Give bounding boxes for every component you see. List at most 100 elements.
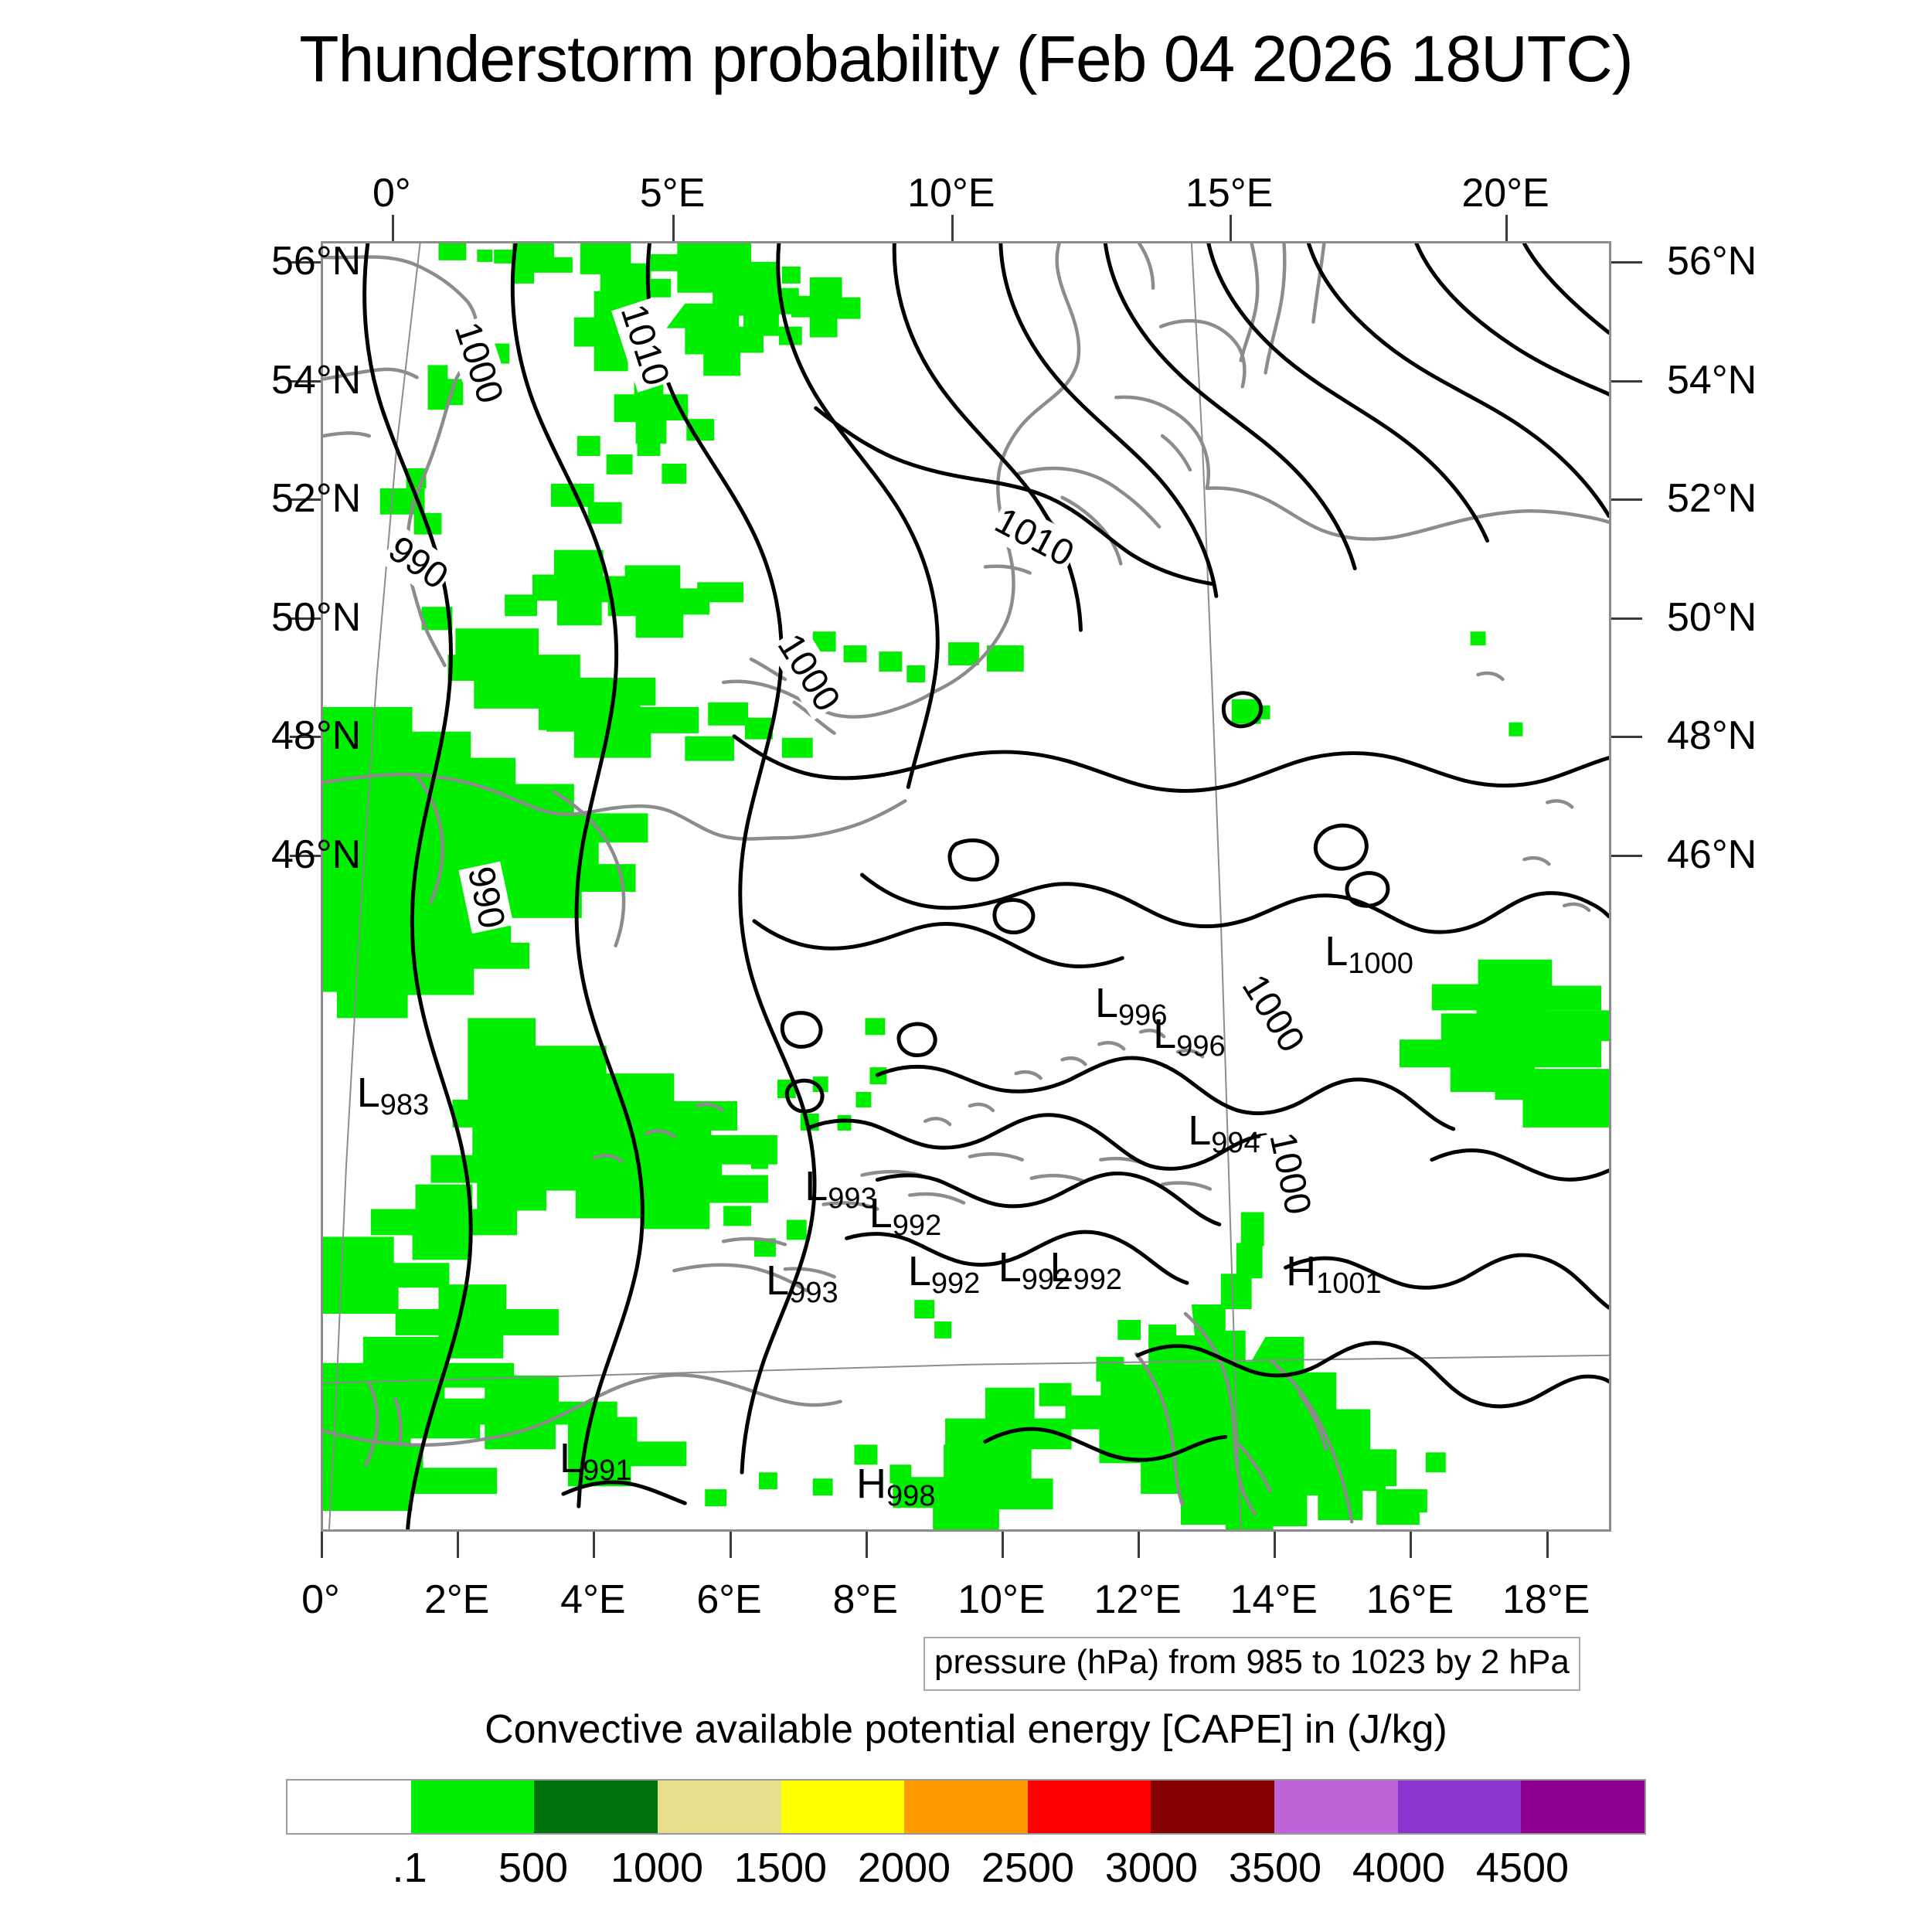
lat-tick-left (290, 617, 321, 620)
pressure-center-label: L993 (804, 1162, 876, 1213)
pressure-center-type: L (559, 1435, 583, 1482)
lon-label-bottom: 16°E (1366, 1577, 1454, 1622)
pressure-center-value: 992 (1073, 1263, 1122, 1296)
pressure-center-label: L992 (907, 1247, 980, 1298)
pressure-center-label: L1000 (1325, 927, 1413, 978)
lon-tick-bottom (321, 1532, 323, 1558)
lon-tick-bottom (1274, 1532, 1277, 1558)
colorbar-swatch-0 (287, 1781, 411, 1833)
map-frame (321, 241, 1611, 1532)
colorbar-swatch-1 (410, 1781, 535, 1833)
lon-label-bottom: 12°E (1094, 1577, 1182, 1622)
colorbar-tick-label: 2500 (981, 1845, 1075, 1891)
colorbar-swatch-9 (1397, 1781, 1522, 1833)
pressure-center-label: L994 (1188, 1107, 1260, 1158)
pressure-center-value: 996 (1118, 998, 1168, 1032)
pressure-center-label: L996 (1153, 1010, 1225, 1061)
lon-tick-bottom (1138, 1532, 1141, 1558)
pressure-center-label: H1001 (1286, 1247, 1382, 1298)
colorbar-tick-label: 3000 (1104, 1845, 1199, 1891)
map-canvas (323, 243, 1609, 1529)
colorbar-tick-label: 4000 (1352, 1845, 1446, 1891)
pressure-center-label: L992 (998, 1243, 1070, 1294)
lon-label-bottom: 14°E (1230, 1577, 1318, 1622)
colorbar-tick-label: 1000 (610, 1845, 704, 1891)
lat-tick-left (290, 736, 321, 739)
pressure-center-type: L (1325, 927, 1349, 975)
pressure-center-value: 994 (1211, 1126, 1260, 1159)
pressure-center-label: L983 (356, 1070, 429, 1120)
lat-tick-right (1611, 498, 1642, 502)
pressure-center-value: 996 (1176, 1029, 1226, 1063)
pressure-center-value: 993 (789, 1276, 838, 1309)
lon-label-bottom: 8°E (832, 1577, 898, 1622)
pressure-center-value: 992 (930, 1267, 981, 1300)
lon-label-top: 20°E (1461, 171, 1549, 216)
lon-tick-top (672, 215, 675, 241)
lat-tick-right (1611, 617, 1642, 620)
colorbar-tick-label: 2000 (857, 1845, 951, 1891)
colorbar-title: Convective available potential energy [C… (485, 1707, 1447, 1752)
pressure-center-type: H (856, 1461, 887, 1508)
pressure-center-type: L (766, 1257, 790, 1304)
lat-tick-right (1611, 736, 1642, 739)
pressure-center-type: L (869, 1189, 893, 1236)
lon-tick-top (1229, 215, 1232, 241)
lon-tick-top (391, 215, 394, 241)
pressure-center-type: L (907, 1247, 931, 1294)
pressure-center-label: L991 (559, 1435, 631, 1485)
pressure-center-type: L (1049, 1243, 1073, 1291)
pressure-center-type: H (1286, 1247, 1317, 1294)
lat-tick-left (290, 260, 321, 264)
lat-tick-left (290, 379, 321, 383)
pressure-center-type: L (1188, 1107, 1212, 1154)
lon-label-top: 10°E (907, 171, 995, 216)
colorbar-tick-label: 3500 (1228, 1845, 1322, 1891)
lon-tick-bottom (593, 1532, 596, 1558)
colorbar-swatch-3 (657, 1781, 781, 1833)
cape-shaded-regions (323, 243, 1609, 1529)
lat-tick-left (290, 855, 321, 858)
pressure-center-label: L996 (1095, 982, 1167, 1030)
lat-tick-right (1611, 855, 1642, 858)
pressure-center-type: L (1153, 1010, 1177, 1057)
lon-label-top: 5°E (639, 171, 706, 216)
pressure-center-value: 983 (379, 1089, 430, 1122)
pressure-center-label: L992 (1049, 1243, 1122, 1294)
pressure-center-value: 998 (886, 1480, 936, 1513)
pressure-center-label: L992 (869, 1189, 941, 1240)
isobar-layer (362, 243, 1609, 1529)
lon-tick-top (1505, 215, 1509, 241)
lat-tick-left (290, 498, 321, 502)
lon-tick-top (951, 215, 954, 241)
lon-label-bottom: 4°E (560, 1577, 626, 1622)
colorbar-swatch-4 (781, 1781, 905, 1833)
colorbar-wrapper: .1 500 1000 1500 2000 2500 3000 3500 4000 4500 (286, 1779, 1646, 1891)
lat-tick-right (1611, 260, 1642, 264)
pressure-center-label: L993 (766, 1257, 838, 1308)
colorbar-tick-label: 500 (498, 1845, 569, 1891)
pressure-center-label: H998 (856, 1461, 935, 1511)
pressure-center-value: 992 (1021, 1263, 1071, 1296)
lon-tick-bottom (457, 1532, 460, 1558)
pressure-center-type: L (804, 1162, 828, 1209)
map-plot-area: 0° 5°E 10°E 15°E 20°E 0° 2°E 4°E 6°E 8°E… (271, 171, 1757, 1622)
lon-label-bottom: 18°E (1502, 1577, 1590, 1622)
colorbar-swatch-5 (904, 1781, 1028, 1833)
pressure-caption: pressure (hPa) from 985 to 1023 by 2 hPa (923, 1637, 1580, 1691)
pressure-center-value: 991 (582, 1454, 632, 1488)
lat-tick-right (1611, 379, 1642, 383)
colorbar-tick-label: .1 (392, 1845, 427, 1891)
lon-label-top: 15°E (1185, 171, 1274, 216)
pressure-center-value: 993 (828, 1182, 877, 1215)
page-title: Thunderstorm probability (Feb 04 2026 18… (299, 22, 1634, 95)
colorbar-swatch-7 (1151, 1781, 1275, 1833)
lon-tick-bottom (865, 1532, 868, 1558)
colorbar-swatch-6 (1027, 1781, 1151, 1833)
pressure-center-type: L (998, 1243, 1022, 1291)
pressure-center-type: L (356, 1070, 380, 1117)
colorbar-tick-label: 4500 (1475, 1845, 1570, 1891)
pressure-center-value: 1000 (1348, 947, 1413, 980)
pressure-center-value: 992 (892, 1209, 942, 1242)
cape-colorbar[interactable] (286, 1779, 1646, 1835)
